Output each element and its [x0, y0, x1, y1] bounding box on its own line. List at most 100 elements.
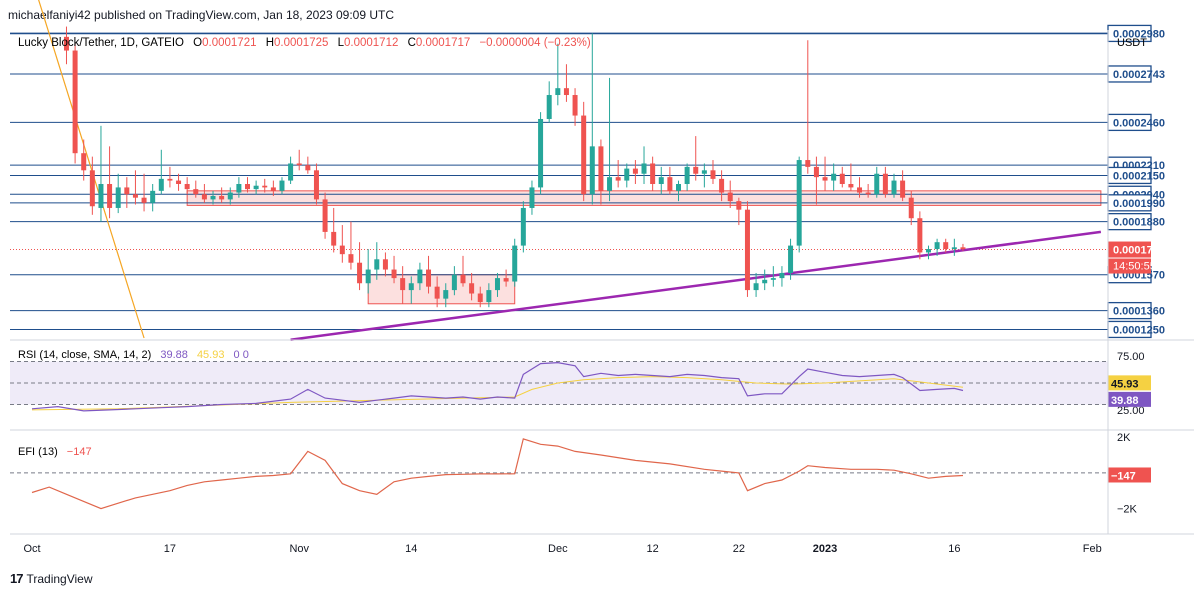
candle-body-73 [693, 166, 699, 174]
candle-body-89 [831, 173, 837, 181]
rsi-legend-extra: 0 0 [234, 349, 249, 361]
high-label: H [266, 37, 274, 49]
rsi-pane[interactable]: 75.00 25.00 45.93 39.88 [10, 339, 1194, 417]
x-tick-4: Dec [548, 543, 568, 555]
currency-label: USDT [1117, 37, 1147, 49]
candle-body-20 [236, 184, 242, 193]
candle-body-99 [917, 218, 923, 253]
high-value: 0.0001725 [274, 37, 328, 49]
rsi-tick-0: 75.00 [1117, 351, 1145, 363]
last-price-label: 0.0001717 [1113, 245, 1165, 257]
candle-body-86 [805, 160, 811, 167]
candle-body-4 [98, 184, 104, 208]
svg-text:EFI (13) −147: EFI (13) −147 [18, 446, 92, 458]
candle-body-66 [632, 168, 638, 174]
open-label: O [193, 37, 202, 49]
rsi-sma-badge-bg [1108, 375, 1151, 391]
x-tick-2: Nov [289, 543, 309, 555]
rsi-sma-badge: 45.93 [1111, 378, 1139, 390]
candle-body-83 [779, 272, 785, 279]
candle-body-53 [520, 207, 526, 246]
candle-body-95 [882, 173, 888, 195]
rsi-badge-bg [1108, 391, 1151, 407]
level-label-6: 0.0001990 [1113, 198, 1165, 210]
x-tick-7: 2023 [813, 543, 837, 555]
efi-badge-bg [1108, 467, 1151, 483]
candle-body-2 [81, 153, 87, 171]
legends: Lucky Block/Tether, 1D, GATEIO O0.000172… [18, 37, 1147, 458]
efi-tick-1: −2K [1117, 504, 1138, 516]
candle-body-3 [89, 170, 95, 207]
candle-body-0 [63, 36, 69, 51]
efi-line [31, 438, 964, 510]
candle-body-67 [641, 163, 647, 174]
candle-body-47 [469, 283, 475, 294]
candle-body-10 [150, 190, 156, 203]
candle-body-94 [874, 173, 880, 195]
close-label: C [408, 37, 416, 49]
change-value: −0.0000004 (−0.23%) [479, 37, 590, 49]
candle-body-21 [245, 184, 250, 190]
candle-body-31 [331, 231, 337, 246]
candle-body-30 [322, 199, 328, 232]
price-pane[interactable]: 0.00029800.00027430.00024600.00022100.00… [10, 0, 1165, 341]
candle-body-58 [563, 88, 569, 96]
candle-body-81 [762, 279, 768, 284]
low-label: L [338, 37, 345, 49]
footer-brand: TradingView [26, 571, 93, 586]
candle-body-24 [270, 187, 276, 191]
svg-text:Lucky Block/Tether, 1D, GATEIO: Lucky Block/Tether, 1D, GATEIO O0.000172… [18, 37, 591, 49]
candle-body-15 [193, 189, 199, 195]
candle-body-75 [710, 170, 716, 179]
time-axis[interactable]: Oct 17 Nov 14 Dec 12 22 2023 16 Feb [10, 30, 1194, 555]
candle-body-48 [477, 293, 483, 303]
candle-body-25 [279, 180, 285, 191]
svg-text:RSI (14, close, SMA, 14, 2): RSI (14, close, SMA, 14, 2) 39.88 45.93 … [18, 349, 249, 361]
x-tick-6: 22 [733, 543, 745, 555]
trendline-support [290, 230, 1102, 341]
x-tick-8: 16 [948, 543, 960, 555]
rsi-tick-1: 25.00 [1117, 405, 1145, 417]
candle-body-65 [624, 168, 630, 181]
candle-body-35 [365, 269, 371, 284]
x-tick-9: Feb [1083, 543, 1102, 555]
candle-body-12 [167, 178, 173, 181]
efi-pane[interactable]: 2K −2K −147 [10, 429, 1194, 516]
candle-body-46 [460, 274, 466, 284]
candle-body-18 [219, 195, 225, 200]
candle-body-29 [313, 170, 319, 200]
candle-body-1 [72, 50, 78, 154]
candle-body-103 [951, 247, 957, 250]
candle-body-28 [305, 165, 311, 171]
open-value: 0.0001721 [202, 37, 256, 49]
candle-body-100 [925, 249, 931, 253]
footer: 17 TradingView [10, 571, 93, 586]
candle-body-19 [227, 192, 233, 200]
close-value: 0.0001717 [416, 37, 470, 49]
rsi-sma-line [31, 376, 964, 411]
candle-body-45 [451, 274, 457, 291]
candle-body-13 [176, 180, 182, 184]
x-tick-0: Oct [23, 543, 40, 555]
candle-body-98 [908, 197, 914, 219]
candle-body-42 [426, 269, 432, 287]
rsi-sma-legend-value: 45.93 [197, 349, 225, 361]
candle-body-68 [650, 163, 656, 184]
efi-legend-value: −147 [67, 446, 92, 458]
candle-body-8 [132, 194, 138, 198]
rsi-legend: RSI (14, close, SMA, 14, 2) [18, 349, 151, 361]
level-label-10: 0.0001250 [1113, 324, 1165, 336]
low-value: 0.0001712 [344, 37, 398, 49]
candle-body-9 [141, 197, 147, 203]
candle-body-101 [934, 242, 940, 250]
level-label-0: 0.0002980 [1113, 28, 1165, 40]
candle-body-70 [667, 177, 673, 191]
candle-body-56 [546, 95, 552, 119]
candle-body-91 [848, 184, 854, 188]
candle-body-51 [503, 278, 509, 282]
candle-body-40 [408, 283, 414, 291]
candle-body-96 [891, 180, 897, 195]
candle-body-62 [598, 146, 604, 191]
candle-body-104 [960, 247, 966, 250]
